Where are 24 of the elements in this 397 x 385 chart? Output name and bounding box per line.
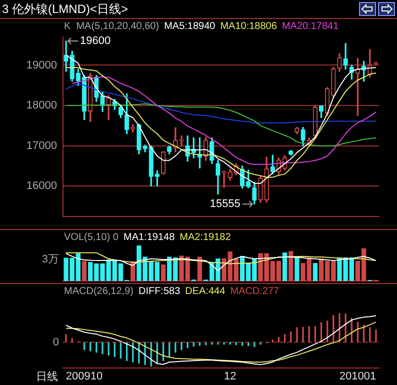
text: DIFF:583 [138,286,180,297]
text: MA5:18940 [164,21,216,32]
x-tick-label: 201001 [339,370,376,382]
chart-subtitle: VOL(5,10) 0 [64,232,118,243]
series-label: MA1:19148 [123,232,175,243]
chart-subtitle: K MA(5,10,20,40,60) [64,21,160,32]
x-tick-label: 200910 [66,370,103,382]
text: MA10:18806 [220,21,277,32]
y-tick-label: 18000 [26,100,57,112]
text: DEA:444 [185,286,226,297]
x-tick-label: 12 [224,370,236,382]
series-label: MA2:19182 [180,232,231,243]
chart-subtitle: MACD(26,12,9) [64,286,134,297]
y-tick-label: 17000 [26,140,57,152]
y-tick-label: 19000 [26,59,57,72]
text: 3万 [42,254,59,266]
text: MA20:17841 [282,21,339,32]
x-axis-title: 日线 [35,370,58,384]
text: MACD:277 [230,286,280,297]
text: 0 [52,336,59,348]
chart-title: 3 伦外镍(LMND)<日线> [2,2,128,16]
y-tick-label: 16000 [26,180,57,192]
annotation: 15555 [210,198,240,210]
annotation: 19600 [80,35,111,48]
